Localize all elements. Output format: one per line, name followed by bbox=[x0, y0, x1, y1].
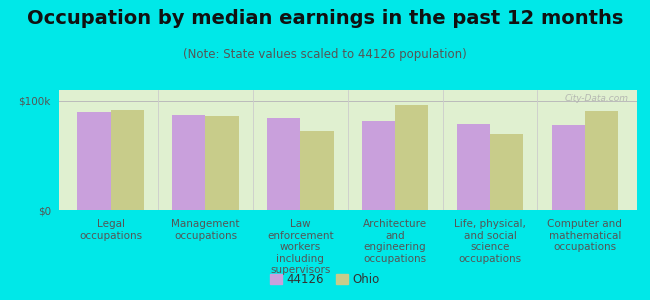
Bar bbox=[395, 105, 428, 210]
Bar bbox=[585, 111, 618, 210]
Bar bbox=[172, 115, 205, 210]
Text: City-Data.com: City-Data.com bbox=[564, 94, 629, 103]
Bar bbox=[552, 125, 585, 210]
Text: (Note: State values scaled to 44126 population): (Note: State values scaled to 44126 popu… bbox=[183, 48, 467, 61]
Bar bbox=[490, 134, 523, 210]
Bar bbox=[457, 124, 490, 210]
Bar bbox=[362, 121, 395, 210]
Bar bbox=[205, 116, 239, 210]
Bar bbox=[300, 131, 333, 210]
Bar bbox=[267, 118, 300, 210]
Legend: 44126, Ohio: 44126, Ohio bbox=[265, 269, 385, 291]
Text: Occupation by median earnings in the past 12 months: Occupation by median earnings in the pas… bbox=[27, 9, 623, 28]
Bar bbox=[111, 110, 144, 210]
Bar bbox=[77, 112, 110, 210]
